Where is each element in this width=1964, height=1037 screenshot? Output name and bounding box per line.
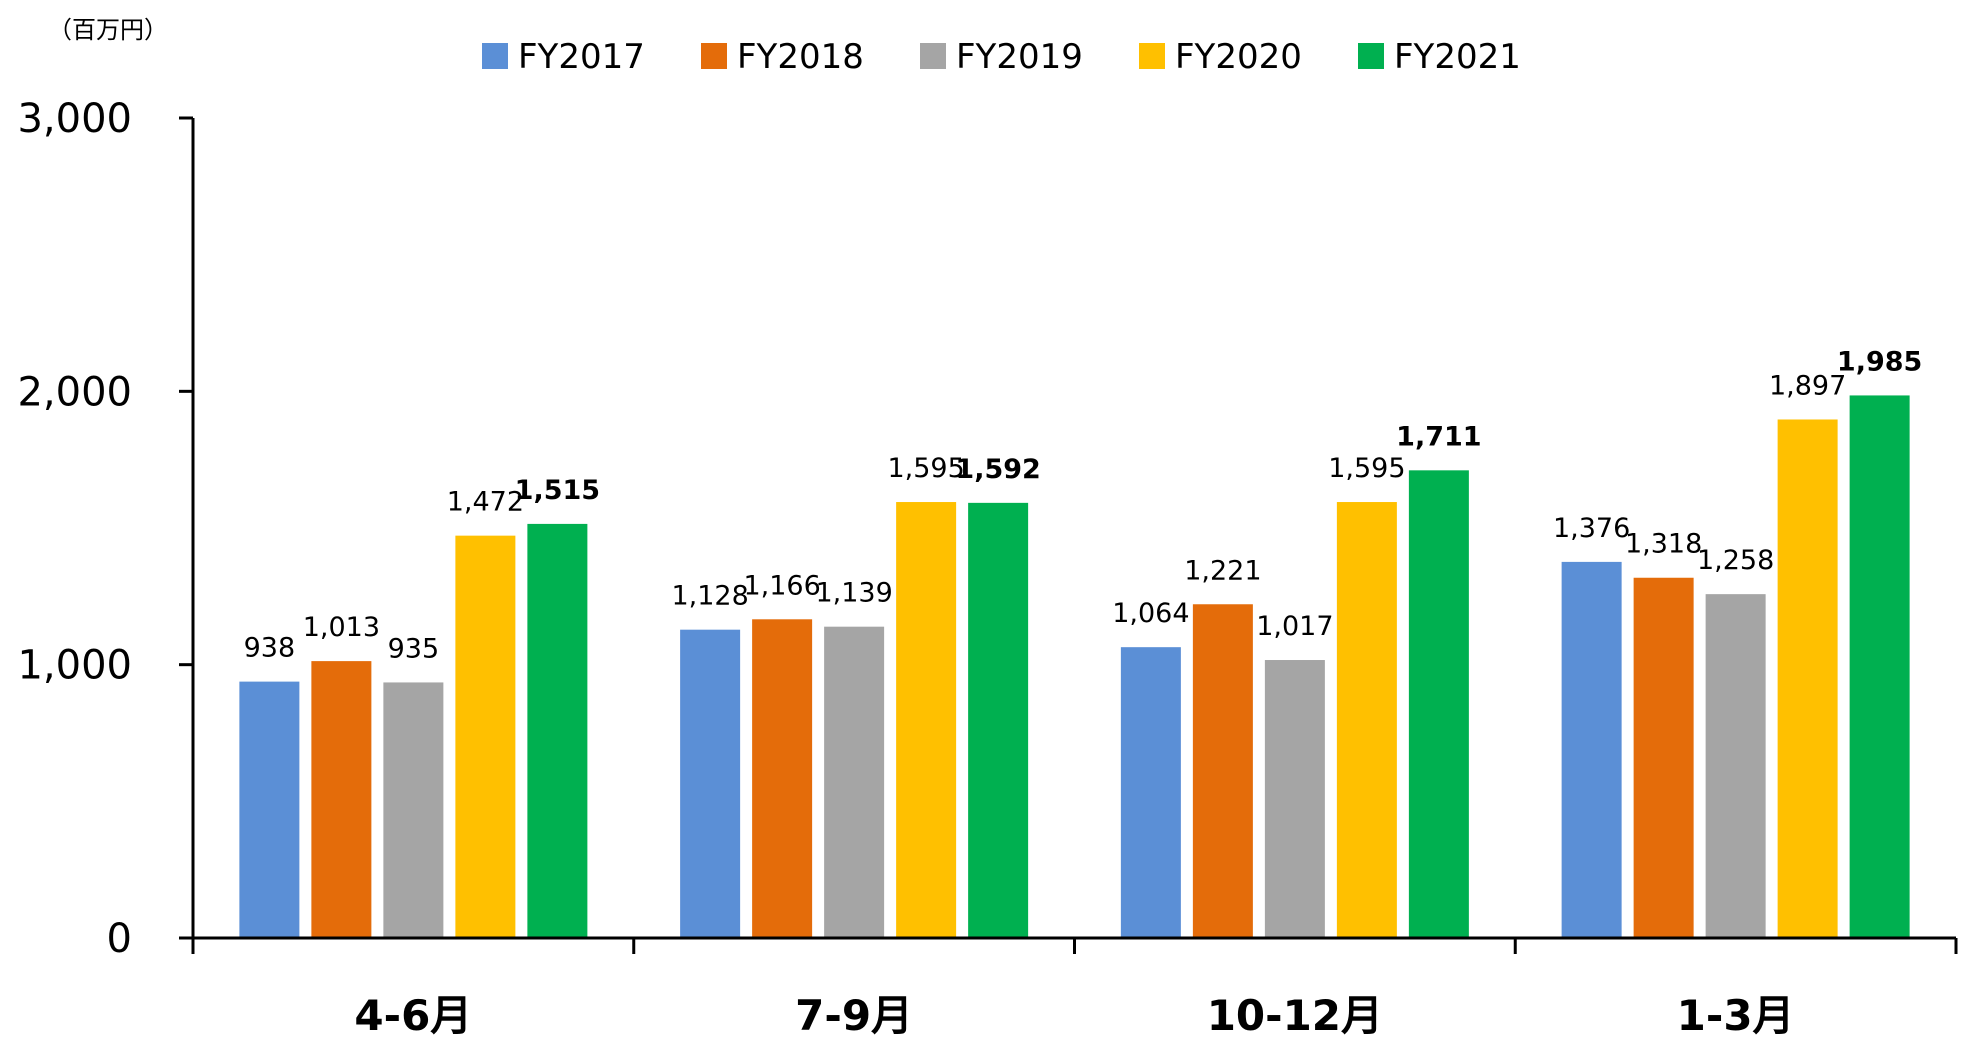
legend-swatch-fy2021 — [1358, 43, 1384, 69]
bar-fy2017 — [1561, 561, 1622, 938]
category-label: 7-9月 — [795, 991, 913, 1037]
data-label-fy2020: 1,595 — [887, 453, 964, 484]
data-label-fy2021: 1,985 — [1837, 346, 1922, 377]
bar-fy2020 — [1777, 419, 1838, 938]
legend-label-fy2019: FY2019 — [956, 37, 1083, 77]
data-label-fy2019: 1,017 — [1256, 611, 1333, 642]
bar-fy2017 — [680, 629, 741, 938]
bar-fy2021 — [527, 523, 588, 938]
bar-fy2019 — [383, 682, 444, 938]
bar-fy2018 — [752, 619, 813, 938]
data-label-fy2017: 1,376 — [1553, 513, 1630, 544]
bar-fy2021 — [968, 502, 1029, 938]
y-tick-label: 1,000 — [17, 643, 132, 689]
bar-fy2017 — [239, 681, 300, 938]
y-tick-label: 2,000 — [17, 369, 132, 415]
bar-fy2018 — [311, 661, 372, 938]
bar-fy2017 — [1120, 647, 1181, 938]
legend-label-fy2021: FY2021 — [1394, 37, 1521, 77]
legend-swatch-fy2018 — [701, 43, 727, 69]
data-label-fy2019: 1,258 — [1697, 545, 1774, 576]
bar-fy2019 — [1705, 594, 1766, 938]
y-tick-label: 3,000 — [17, 96, 132, 142]
data-label-fy2021: 1,515 — [515, 475, 600, 506]
bar-fy2020 — [455, 535, 516, 938]
data-label-fy2020: 1,472 — [447, 487, 524, 518]
legend-swatch-fy2019 — [920, 43, 946, 69]
data-label-fy2021: 1,592 — [955, 454, 1040, 485]
data-label-fy2017: 938 — [244, 633, 296, 664]
bar-fy2021 — [1408, 470, 1469, 938]
bar-fy2020 — [1336, 502, 1397, 938]
bar-fy2018 — [1633, 577, 1694, 938]
category-label: 10-12月 — [1207, 991, 1383, 1037]
data-label-fy2020: 1,897 — [1769, 370, 1846, 401]
bar-fy2019 — [824, 626, 885, 938]
data-label-fy2017: 1,128 — [671, 581, 748, 612]
category-label: 4-6月 — [354, 991, 472, 1037]
legend-swatch-fy2017 — [482, 43, 508, 69]
legend-swatch-fy2020 — [1139, 43, 1165, 69]
data-label-fy2021: 1,711 — [1396, 421, 1481, 452]
bar-fy2021 — [1849, 395, 1910, 938]
data-label-fy2020: 1,595 — [1328, 453, 1405, 484]
category-label: 1-3月 — [1677, 991, 1795, 1037]
data-label-fy2019: 1,139 — [815, 578, 892, 609]
legend-label-fy2018: FY2018 — [737, 37, 864, 77]
legend-label-fy2020: FY2020 — [1175, 37, 1302, 77]
data-label-fy2019: 935 — [388, 633, 440, 664]
bar-fy2020 — [896, 502, 957, 938]
unit-label: （百万円） — [48, 16, 168, 44]
legend-label-fy2017: FY2017 — [518, 37, 645, 77]
legend: FY2017 FY2018 FY2019 FY2020 FY2021 — [482, 37, 1521, 77]
data-label-fy2018: 1,013 — [303, 612, 380, 643]
bar-fy2019 — [1264, 660, 1325, 938]
bars-group — [239, 395, 1910, 938]
data-label-fy2018: 1,166 — [743, 570, 820, 601]
y-axis: 0 1,000 2,000 3,000 — [17, 96, 195, 962]
data-label-fy2017: 1,064 — [1112, 598, 1189, 629]
bar-fy2018 — [1192, 604, 1253, 938]
data-label-fy2018: 1,221 — [1184, 555, 1261, 586]
y-tick-label: 0 — [107, 916, 132, 962]
data-label-fy2018: 1,318 — [1625, 529, 1702, 560]
x-axis: 4-6月 7-9月 10-12月 1-3月 — [179, 936, 1958, 1037]
